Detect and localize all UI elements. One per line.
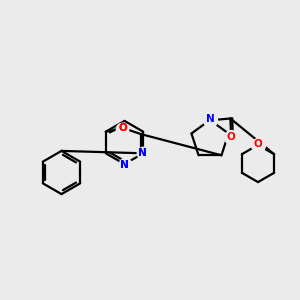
Text: N: N [120,160,129,170]
Text: O: O [226,132,236,142]
Text: N: N [206,114,214,124]
Text: O: O [118,123,127,133]
Text: N: N [120,160,129,170]
Text: O: O [118,123,127,133]
Text: N: N [138,148,146,158]
Text: N: N [138,148,146,158]
Text: O: O [254,139,262,149]
